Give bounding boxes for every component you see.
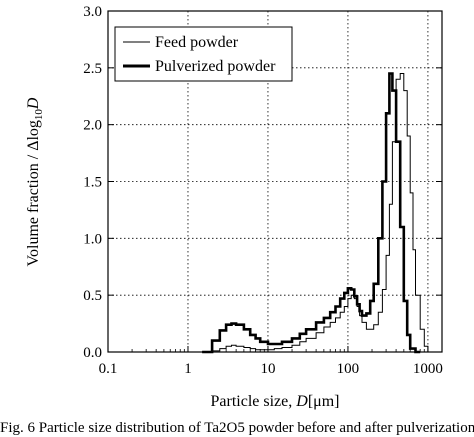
particle-size-chart: 0.1 1 10 100 1000 0.0 0.5 1.0 1.5 2.0 2.5 3.0 Feed … [25,4,443,410]
series-line-pulverized-powder [202,72,421,354]
y-axis-label-main: Volume fraction / Δlog [25,120,42,266]
y-axis-label-symbol: D [25,97,42,110]
y-tick-label: 2.5 [83,61,102,77]
y-tick-label: 1.0 [83,231,102,247]
y-tick-label: 3.0 [83,4,102,20]
y-tick-label: 2.0 [83,118,102,134]
axis-ticks [107,10,442,353]
y-axis-label-subscript: 10 [33,109,45,121]
x-tick-label: 10 [260,361,275,377]
x-axis-label-main: Particle size, [211,393,297,410]
x-tick-label: 100 [337,361,360,377]
y-tick-label: 0.0 [83,345,102,361]
x-tick-label: 0.1 [99,361,118,377]
legend-label-pulverized-powder: Pulverized powder [155,58,276,75]
x-tick-label: 1000 [413,361,443,377]
y-tick-label: 0.5 [83,288,102,304]
legend-label-feed-powder: Feed powder [155,34,239,51]
legend: Feed powder Pulverized powder [114,26,293,82]
series-line-feed-powder [202,73,429,353]
y-axis-label: Volume fraction / Δlog10D [25,97,45,266]
x-axis-label: Particle size, D[μm] [211,393,340,410]
axis-tick-labels: 0.1 1 10 100 1000 0.0 0.5 1.0 1.5 2.0 2.5 3.0 [83,4,443,377]
series-layer [202,72,429,354]
x-tick-label: 1 [184,361,192,377]
y-tick-label: 1.5 [83,175,102,191]
figure-caption: Fig. 6 Particle size distribution of Ta2… [0,418,474,437]
legend-box [114,26,293,82]
figure-caption-text: Fig. 6 Particle size distribution of Ta2… [0,420,474,436]
x-axis-label-symbol: D [295,393,308,410]
x-axis-label-unit: [μm] [308,393,340,410]
